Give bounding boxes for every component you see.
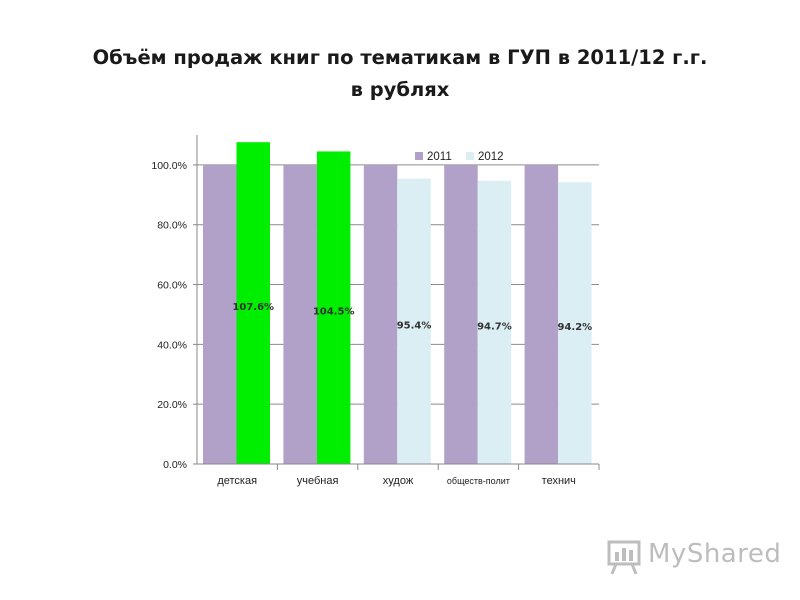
- watermark: MyShared: [606, 536, 781, 576]
- y-tick-label: 0.0%: [163, 459, 187, 471]
- legend: 2011 2012: [415, 151, 504, 163]
- x-tick-label: учебная: [297, 475, 339, 487]
- y-tick-labels: 0.0% 20.0% 40.0% 60.0% 80.0% 100.0%: [151, 160, 197, 471]
- data-label: 94.7%: [477, 321, 512, 332]
- presentation-board-icon: [607, 540, 641, 575]
- bar-2012-1: [236, 142, 270, 465]
- x-tick-label: обществ-полит: [447, 476, 510, 486]
- data-label: 95.4%: [397, 320, 432, 331]
- legend-swatch-2012: [466, 152, 474, 160]
- title-line-2: в рублях: [350, 78, 450, 101]
- bar-2012-3: [397, 178, 431, 464]
- x-tick-label: технич: [542, 475, 576, 487]
- bar-2012-5: [558, 182, 592, 465]
- bar-2011-1: [203, 164, 237, 464]
- data-label: 107.6%: [232, 302, 274, 313]
- x-tick-labels: детская учебная худож обществ-полит технич: [217, 464, 600, 487]
- legend-label: 2012: [478, 151, 504, 163]
- bar-2012-2: [316, 151, 351, 464]
- page-title: Объём продаж книг по тематикам в ГУП в 2…: [0, 42, 800, 106]
- axes: [196, 135, 599, 465]
- bar-2011-2: [283, 164, 317, 464]
- bar-2011-4: [444, 164, 478, 464]
- y-tick-label: 80.0%: [157, 220, 187, 232]
- legend-label: 2011: [427, 151, 452, 163]
- bar-2012-4: [477, 180, 512, 464]
- watermark-text: MyShared: [648, 539, 782, 569]
- y-tick-label: 20.0%: [157, 399, 187, 411]
- legend-swatch-2011: [415, 152, 423, 160]
- bars: [203, 142, 592, 465]
- data-labels: 107.6% 104.5% 95.4% 94.7% 94.2%: [232, 302, 592, 333]
- y-tick-label: 100.0%: [151, 160, 187, 172]
- bar-2011-5: [524, 164, 559, 464]
- x-tick-label: худож: [383, 475, 414, 487]
- y-tick-label: 40.0%: [157, 339, 187, 351]
- data-label: 104.5%: [313, 307, 355, 318]
- y-tick-label: 60.0%: [157, 280, 187, 292]
- data-label: 94.2%: [557, 322, 592, 333]
- x-tick-label: детская: [217, 475, 257, 487]
- title-line-1: Объём продаж книг по тематикам в ГУП в 2…: [92, 46, 708, 69]
- bar-2011-3: [363, 164, 398, 464]
